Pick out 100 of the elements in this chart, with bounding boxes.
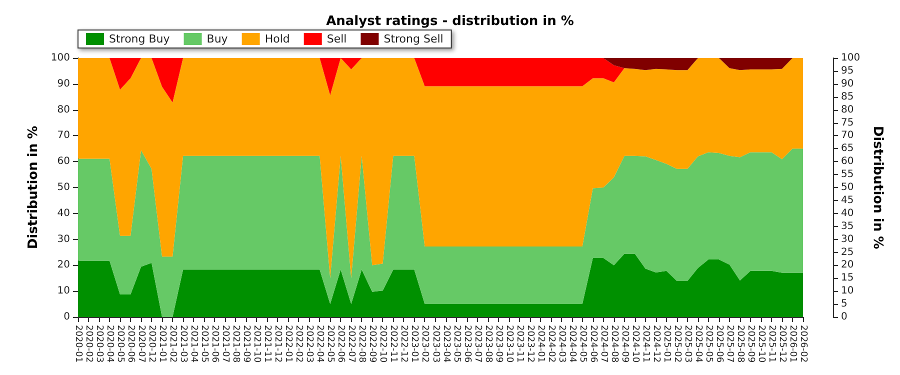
- y2-tick-label: 45: [841, 194, 854, 206]
- x-tick-label: 2022-09: [367, 325, 378, 363]
- x-tick-label: 2024-04: [566, 325, 577, 363]
- y2-tick-label: 65: [841, 143, 854, 154]
- x-tick-label: 2020-01: [73, 325, 83, 363]
- y2-axis-title: Distribution in %: [870, 126, 885, 250]
- x-tick-label: 2024-10: [630, 325, 640, 363]
- x-tick-label: 2023-09: [493, 325, 504, 363]
- x-tick-label: 2022-12: [398, 325, 409, 363]
- y2-tick-label: 5: [841, 298, 848, 310]
- y-tick-label: 20: [57, 260, 70, 271]
- x-tick-label: 2024-03: [556, 325, 566, 363]
- x-tick-label: 2025-11: [766, 325, 776, 363]
- x-tick-label: 2020-06: [126, 325, 136, 363]
- x-tick-label: 2023-02: [420, 325, 430, 363]
- x-tick-label: 2024-02: [546, 325, 556, 363]
- x-tick-label: 2025-02: [672, 325, 682, 363]
- x-tick-label: 2021-12: [272, 325, 283, 363]
- x-tick-label: 2021-01: [157, 325, 168, 363]
- x-tick-label: 2023-11: [514, 325, 524, 363]
- x-tick-label: 2024-12: [650, 325, 661, 363]
- x-tick-label: 2025-01: [661, 325, 672, 363]
- y2-tick-label: 55: [841, 169, 854, 180]
- x-tick-label: 2025-07: [724, 325, 734, 363]
- x-tick-label: 2024-06: [588, 325, 598, 363]
- y2-tick-label: 75: [841, 117, 854, 128]
- x-tick-label: 2024-05: [577, 325, 588, 363]
- y2-tick-label: 50: [841, 182, 854, 193]
- x-tick-label: 2022-03: [304, 325, 314, 363]
- legend-label: Strong Buy: [109, 32, 170, 46]
- legend-label: Hold: [264, 32, 290, 46]
- y2-tick-label: 90: [841, 78, 854, 90]
- y2-tick-label: 60: [841, 156, 854, 168]
- x-tick-label: 2025-08: [734, 325, 745, 363]
- x-tick-label: 2021-11: [262, 325, 272, 363]
- legend-label: Sell: [326, 32, 347, 46]
- x-tick-label: 2024-09: [619, 325, 630, 363]
- y-tick-label: 90: [57, 78, 70, 90]
- legend-label: Buy: [206, 32, 228, 46]
- x-tick-label: 2020-04: [104, 325, 115, 363]
- x-tick-label: 2023-07: [472, 325, 482, 363]
- y2-tick-label: 95: [841, 65, 854, 76]
- y2-tick-label: 25: [841, 246, 854, 258]
- y2-tick-label: 100: [841, 52, 860, 64]
- legend-label: Strong Sell: [384, 32, 444, 46]
- x-tick-label: 2023-10: [504, 325, 514, 363]
- x-tick-label: 2025-04: [692, 325, 703, 363]
- x-tick-label: 2021-06: [210, 325, 220, 363]
- x-tick-label: 2024-08: [608, 325, 619, 363]
- y2-tick-label: 85: [841, 91, 854, 102]
- x-tick-label: 2022-05: [325, 325, 336, 363]
- x-tick-label: 2020-05: [115, 325, 126, 363]
- x-tick-label: 2025-10: [756, 325, 766, 363]
- y2-tick-label: 70: [841, 130, 854, 142]
- y2-tick-label: 30: [841, 234, 854, 245]
- y2-tick-label: 10: [841, 286, 854, 297]
- y2-tick-label: 80: [841, 104, 854, 116]
- x-tick-label: 2022-11: [388, 325, 398, 363]
- x-tick-label: 2023-05: [451, 325, 462, 363]
- y-tick-label: 70: [57, 130, 70, 142]
- y-tick-label: 40: [57, 208, 70, 219]
- x-tick-label: 2021-05: [199, 325, 210, 363]
- x-tick-label: 2021-07: [220, 325, 230, 363]
- x-tick-label: 2025-05: [703, 325, 714, 363]
- y2-tick-label: 40: [841, 208, 854, 219]
- x-tick-label: 2021-10: [252, 325, 262, 363]
- x-tick-label: 2022-02: [294, 325, 304, 363]
- x-tick-label: 2026-01: [788, 325, 798, 363]
- x-tick-label: 2025-12: [777, 325, 787, 363]
- y-tick-label: 60: [57, 156, 70, 168]
- x-tick-label: 2025-06: [714, 325, 724, 363]
- x-tick-label: 2022-08: [356, 325, 367, 363]
- x-tick-label: 2022-10: [378, 325, 388, 363]
- x-tick-label: 2020-12: [146, 325, 157, 363]
- x-tick-label: 2024-11: [640, 325, 650, 363]
- y2-tick-label: 35: [841, 220, 854, 232]
- y-tick-label: 30: [57, 234, 70, 245]
- x-tick-label: 2021-03: [178, 325, 188, 363]
- x-tick-label: 2021-04: [188, 325, 199, 363]
- x-tick-label: 2023-08: [482, 325, 493, 363]
- x-tick-label: 2020-07: [136, 325, 146, 363]
- y-tick-label: 0: [64, 312, 70, 322]
- x-tick-label: 2025-03: [682, 325, 692, 363]
- x-tick-label: 2022-04: [314, 325, 325, 363]
- x-tick-label: 2023-06: [462, 325, 472, 363]
- x-tick-label: 2020-03: [94, 325, 104, 363]
- x-tick-label: 2023-01: [409, 325, 420, 363]
- x-tick-label: 2021-02: [168, 325, 178, 363]
- y-tick-label: 10: [57, 286, 70, 297]
- x-tick-label: 2025-09: [745, 325, 756, 363]
- x-tick-label: 2023-04: [440, 325, 451, 363]
- x-tick-label: 2024-07: [598, 325, 608, 363]
- x-tick-label: 2026-02: [798, 325, 808, 363]
- x-tick-label: 2022-07: [346, 325, 356, 363]
- x-tick-label: 2024-01: [535, 325, 546, 363]
- x-tick-label: 2021-09: [241, 325, 252, 363]
- x-tick-label: 2023-12: [524, 325, 535, 363]
- y2-tick-label: 20: [841, 260, 854, 271]
- y-tick-label: 100: [50, 52, 70, 64]
- x-tick-label: 2020-02: [84, 325, 94, 363]
